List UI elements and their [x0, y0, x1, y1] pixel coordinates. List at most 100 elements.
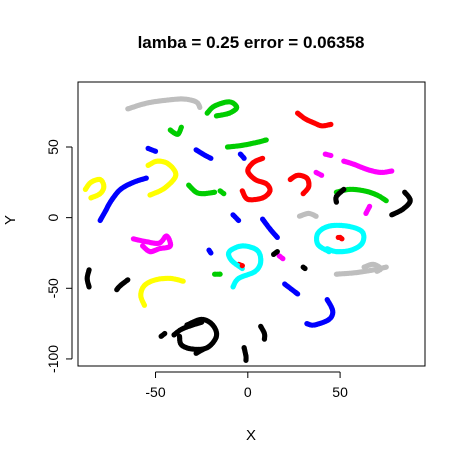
y-tick: -100	[45, 345, 72, 373]
series-red	[236, 110, 345, 269]
data-point	[363, 210, 369, 217]
x-axis: -50 0 50	[145, 371, 348, 400]
point-cluster	[389, 189, 413, 218]
point-cluster	[363, 203, 373, 217]
data-point	[313, 213, 319, 219]
data-point	[293, 289, 299, 296]
series-blue	[97, 145, 336, 328]
data-point	[280, 256, 286, 262]
point-cluster	[313, 169, 325, 178]
point-cluster	[158, 330, 168, 339]
data-point	[383, 198, 389, 204]
data-point	[328, 121, 334, 127]
y-tick-label: 0	[45, 214, 61, 222]
data-point	[328, 152, 334, 159]
data-point	[213, 113, 220, 119]
point-cluster	[217, 188, 227, 197]
point-cluster	[212, 271, 223, 277]
point-cluster	[241, 345, 249, 363]
data-point	[235, 217, 242, 224]
data-point	[211, 189, 218, 195]
data-point	[197, 104, 203, 111]
data-point	[114, 287, 120, 293]
data-points	[82, 96, 413, 363]
series-black	[84, 186, 413, 363]
y-tick-label: 50	[45, 139, 61, 155]
point-cluster	[333, 186, 347, 205]
data-point	[217, 271, 223, 277]
point-cluster	[237, 151, 247, 161]
y-tick-label: -100	[45, 345, 61, 373]
data-point	[239, 263, 245, 269]
data-point	[319, 172, 325, 178]
chart-title: lamba = 0.25 error = 0.06358	[138, 33, 365, 52]
data-point	[261, 336, 268, 342]
data-point	[141, 302, 148, 308]
data-point	[241, 155, 247, 161]
point-cluster	[341, 158, 395, 175]
plot-frame	[77, 81, 426, 367]
point-cluster	[206, 247, 214, 256]
point-cluster	[314, 222, 367, 255]
data-point	[274, 234, 280, 241]
point-cluster	[322, 151, 334, 159]
data-point	[162, 330, 168, 337]
y-tick: 0	[45, 214, 72, 222]
point-cluster	[333, 264, 389, 277]
y-axis: -100 -50 0 50	[45, 139, 73, 373]
data-point	[178, 124, 184, 130]
point-cluster	[239, 155, 273, 203]
series-cyan	[225, 222, 367, 290]
data-point	[335, 234, 341, 241]
data-point	[274, 248, 280, 255]
data-point	[230, 284, 236, 290]
point-cluster	[114, 277, 131, 293]
y-axis-label: Y	[2, 215, 19, 225]
point-cluster	[287, 172, 312, 197]
data-point	[239, 188, 245, 194]
series-magenta	[130, 151, 395, 262]
data-point	[302, 265, 308, 272]
data-point	[221, 191, 227, 197]
data-point	[389, 168, 395, 174]
data-point	[86, 284, 92, 290]
data-point	[200, 346, 207, 352]
point-cluster	[145, 158, 179, 198]
point-cluster	[125, 96, 203, 112]
point-cluster	[304, 297, 336, 328]
data-point	[152, 148, 159, 154]
data-point	[97, 217, 103, 224]
data-point	[140, 243, 146, 249]
point-cluster	[176, 316, 220, 352]
data-point	[374, 268, 380, 274]
point-cluster	[295, 110, 334, 129]
point-cluster	[361, 261, 384, 274]
point-cluster	[276, 253, 286, 262]
y-tick-label: -50	[45, 278, 61, 298]
data-point	[300, 191, 306, 197]
y-tick: 50	[45, 139, 72, 155]
point-cluster	[84, 267, 92, 290]
x-axis-label: X	[246, 427, 256, 444]
data-point	[88, 195, 94, 201]
point-cluster	[204, 99, 240, 119]
point-cluster	[145, 145, 159, 154]
point-cluster	[260, 216, 280, 241]
x-tick: 50	[332, 372, 348, 400]
point-cluster	[82, 176, 107, 201]
point-cluster	[296, 210, 319, 219]
x-tick: -50	[145, 372, 166, 400]
point-cluster	[193, 147, 214, 161]
point-cluster	[97, 175, 149, 224]
point-cluster	[225, 243, 264, 290]
point-cluster	[138, 275, 186, 308]
series-gray	[125, 96, 389, 277]
data-point	[383, 264, 389, 270]
data-point	[389, 212, 395, 218]
series-yellow	[82, 158, 186, 308]
data-point	[324, 246, 330, 252]
point-cluster	[271, 248, 280, 257]
data-point	[263, 137, 269, 143]
point-cluster	[224, 137, 269, 150]
